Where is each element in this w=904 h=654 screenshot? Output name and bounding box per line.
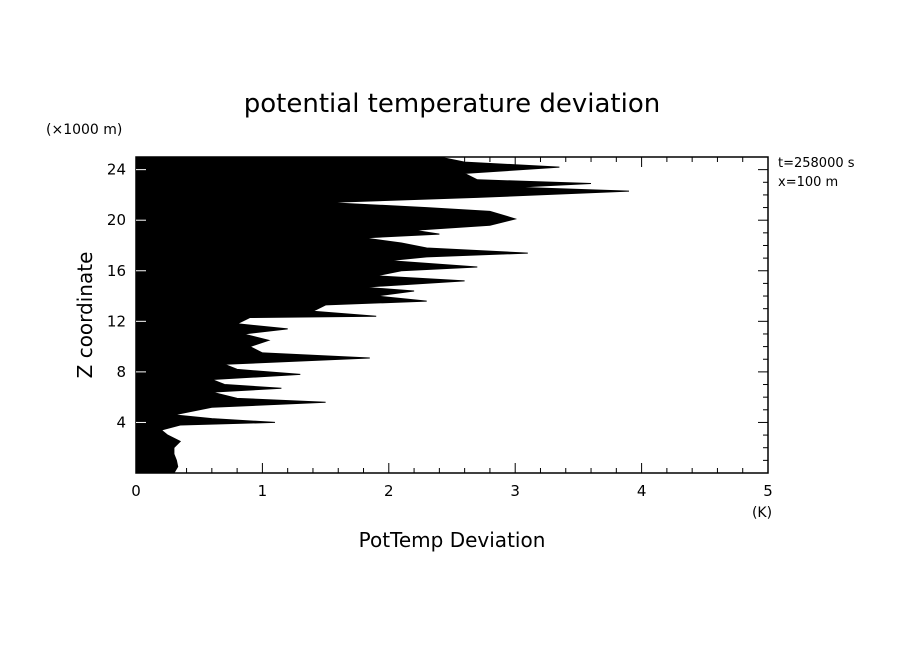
data-layer [135,156,630,474]
profile-area-0 [135,156,630,474]
x-tick-label: 5 [763,482,773,500]
y-tick-label: 12 [107,312,126,330]
y-unit-label: (×1000 m) [46,122,122,138]
y-tick-label: 8 [116,363,126,381]
x-unit-label: (K) [752,505,772,521]
x-tick-label: 0 [131,482,141,500]
chart-title: potential temperature deviation [244,89,660,119]
plot-frame [135,156,769,474]
y-tick-label: 16 [107,262,126,280]
y-tick-label: 20 [107,211,126,229]
x-axis-label: PotTemp Deviation [359,528,546,552]
annotation-time: t=258000 s [778,156,855,171]
x-tick-label: 3 [510,482,520,500]
axis-ticks [135,157,769,473]
annotation-position: x=100 m [778,175,838,190]
x-tick-label: 1 [258,482,268,500]
y-tick-label: 4 [116,413,126,431]
y-axis-label: Z coordinate [73,252,97,379]
x-tick-label: 2 [384,482,394,500]
y-tick-label: 24 [107,161,126,179]
x-tick-label: 4 [637,482,647,500]
